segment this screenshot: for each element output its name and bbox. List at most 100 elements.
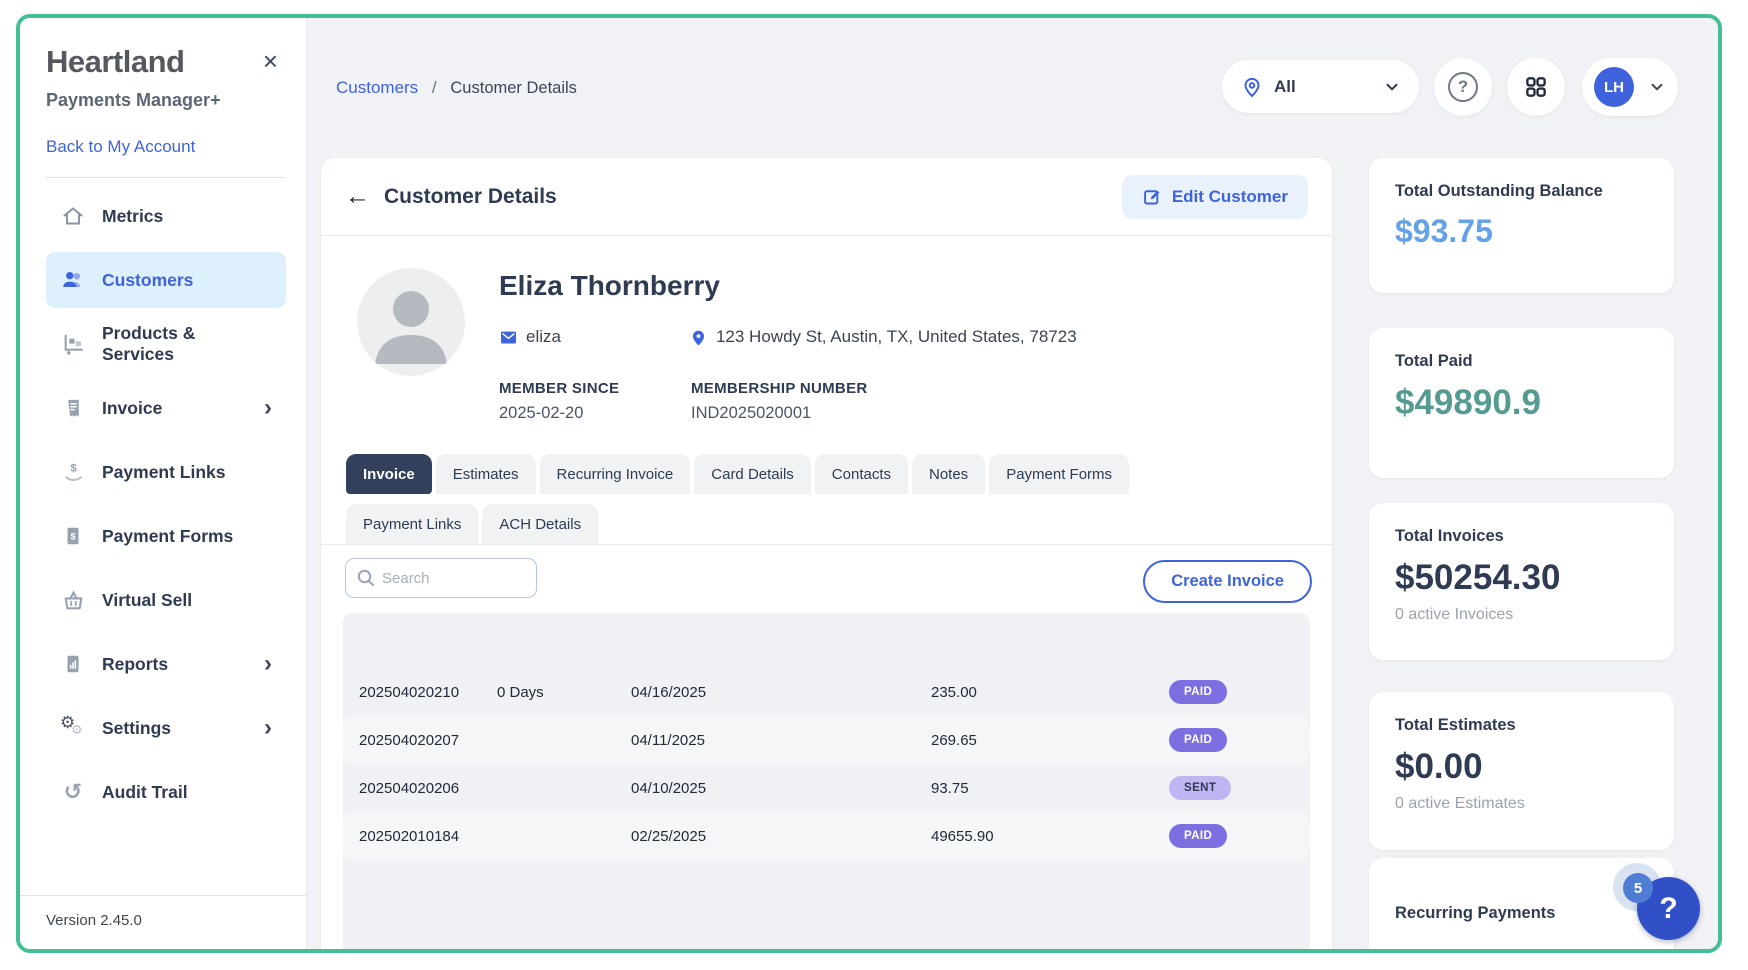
chevron-right-icon: › — [264, 650, 272, 677]
customer-details-card: ← Customer Details Edit Customer Eliza T… — [321, 158, 1332, 949]
invoice-row[interactable]: 202504020206 04/10/2025 93.75 SENT — [343, 764, 1310, 812]
due-date-cell: 04/11/2025 — [631, 731, 705, 749]
sidebar-item-customers[interactable]: Customers — [46, 252, 286, 308]
stat-value: $0.00 — [1395, 747, 1483, 786]
tab-invoice[interactable]: Invoice — [346, 454, 432, 494]
tab-recurring-invoice[interactable]: Recurring Invoice — [539, 454, 691, 494]
tab-ach-details[interactable]: ACH Details — [482, 504, 599, 544]
invoice-row[interactable]: 202502010184 02/25/2025 49655.90 PAID — [343, 812, 1310, 860]
tab-card-details[interactable]: Card Details — [694, 454, 811, 494]
edit-pencil-icon — [1142, 186, 1163, 207]
user-menu[interactable]: LH — [1582, 58, 1678, 116]
help-button[interactable]: ? — [1434, 58, 1492, 116]
payment-term-cell: 0 Days — [497, 683, 544, 701]
invoice-search — [345, 558, 537, 598]
sidebar-item-metrics[interactable]: Metrics — [46, 188, 286, 244]
search-input[interactable] — [345, 558, 537, 598]
customer-address: 123 Howdy St, Austin, TX, United States,… — [689, 327, 1077, 347]
invoice-row[interactable]: 202504020210 0 Days 04/16/2025 235.00 PA… — [343, 668, 1310, 716]
breadcrumb-separator: / — [431, 78, 437, 97]
sidebar-divider — [46, 177, 286, 178]
basket-icon — [60, 587, 86, 613]
status-badge: PAID — [1169, 680, 1228, 704]
sidebar-item-virtual-sell[interactable]: Virtual Sell — [46, 572, 286, 628]
svg-text:$: $ — [70, 462, 77, 474]
stat-label: Recurring Payments — [1395, 904, 1556, 922]
stat-label: Total Paid — [1395, 352, 1473, 370]
sidebar-item-products-services[interactable]: Products & Services — [46, 316, 286, 372]
report-chart-icon — [60, 651, 86, 677]
stat-label: Total Estimates — [1395, 716, 1516, 734]
sidebar-item-label: Products & Services — [102, 323, 196, 364]
sidebar-item-label: Audit Trail — [102, 781, 188, 802]
invoice-number-cell: 202504020207 — [359, 731, 460, 749]
stat-subtext: 0 active Estimates — [1395, 795, 1525, 812]
sidebar: Heartland × Payments Manager+ Back to My… — [20, 18, 307, 949]
customer-email-value: eliza — [526, 327, 561, 346]
product-name: Payments Manager+ — [46, 90, 221, 110]
invoice-table-header: INVOICE NUMBER PAYMENT TERM DUE DATE AMO… — [343, 613, 1310, 949]
amount-due-cell: 93.75 — [931, 779, 969, 797]
search-icon — [354, 566, 378, 590]
stat-value: $93.75 — [1395, 213, 1493, 249]
edit-customer-button[interactable]: Edit Customer — [1121, 174, 1308, 219]
invoice-row[interactable]: 202504020207 04/11/2025 269.65 PAID — [343, 716, 1310, 764]
back-arrow-icon[interactable]: ← — [345, 182, 370, 210]
tab-payment-forms[interactable]: Payment Forms — [989, 454, 1130, 494]
location-filter-dropdown[interactable]: All — [1222, 60, 1419, 113]
tab-estimates[interactable]: Estimates — [435, 454, 536, 494]
create-invoice-button[interactable]: Create Invoice — [1143, 560, 1312, 603]
stat-value: $50254.30 — [1395, 558, 1561, 597]
grid-icon — [1523, 74, 1549, 100]
card-header: ← Customer Details Edit Customer — [321, 158, 1332, 236]
receipt-icon — [60, 395, 86, 421]
invoice-number-cell: 202504020210 — [359, 683, 460, 701]
membership-number-block: MEMBERSHIP NUMBER IND2025020001 — [691, 380, 868, 423]
sidebar-item-reports[interactable]: Reports › — [46, 636, 286, 692]
detail-tabs: Invoice Estimates Recurring Invoice Card… — [346, 454, 1191, 544]
location-pin-filled-icon — [689, 328, 708, 347]
page-title: Customer Details — [384, 184, 557, 208]
customer-name: Eliza Thornberry — [499, 270, 720, 301]
member-since-value: 2025-02-20 — [499, 404, 584, 422]
status-badge: SENT — [1169, 776, 1232, 800]
help-icon: ? — [1448, 72, 1478, 102]
sidebar-nav: Metrics Customers Products & Services In… — [46, 188, 286, 820]
status-badge: PAID — [1169, 728, 1228, 752]
stat-label: Total Outstanding Balance — [1395, 182, 1603, 200]
app-frame: Heartland × Payments Manager+ Back to My… — [16, 14, 1722, 953]
sidebar-item-payment-forms[interactable]: $ Payment Forms — [46, 508, 286, 564]
back-to-account-link[interactable]: Back to My Account — [46, 137, 196, 156]
apps-grid-button[interactable] — [1507, 58, 1565, 116]
version-box: Version 2.45.0 — [20, 895, 306, 949]
svg-text:$: $ — [70, 532, 75, 542]
hand-dollar-icon: $ — [60, 459, 86, 485]
location-pin-icon — [1240, 75, 1264, 99]
sidebar-item-label: Payment Forms — [102, 525, 234, 546]
tab-notes[interactable]: Notes — [912, 454, 986, 494]
member-since-label: MEMBER SINCE — [499, 380, 620, 397]
stat-label: Total Invoices — [1395, 527, 1504, 545]
stat-subtext: 0 active Invoices — [1395, 606, 1514, 623]
users-icon — [60, 267, 86, 293]
content-area: Customers / Customer Details All ? LH — [307, 18, 1718, 949]
sidebar-item-label: Virtual Sell — [102, 589, 193, 610]
sidebar-item-invoice[interactable]: Invoice › — [46, 380, 286, 436]
stat-total-estimates: Total Estimates $0.00 0 active Estimates — [1369, 692, 1674, 850]
location-filter-value: All — [1274, 76, 1296, 96]
stat-total-invoices: Total Invoices $50254.30 0 active Invoic… — [1369, 503, 1674, 660]
chevron-down-icon — [1648, 78, 1666, 96]
sidebar-item-settings[interactable]: ⚙ ⚙ Settings › — [46, 700, 286, 756]
breadcrumb-customers-link[interactable]: Customers — [336, 78, 419, 97]
close-sidebar-icon[interactable]: × — [262, 46, 278, 76]
sidebar-item-label: Metrics — [102, 205, 164, 226]
home-icon — [60, 203, 86, 229]
document-dollar-icon: $ — [60, 523, 86, 549]
tab-payment-links[interactable]: Payment Links — [346, 504, 479, 544]
tab-contacts[interactable]: Contacts — [814, 454, 908, 494]
avatar: LH — [1594, 67, 1634, 107]
tabs-divider — [321, 544, 1332, 545]
sidebar-item-payment-links[interactable]: $ Payment Links — [46, 444, 286, 500]
sidebar-item-audit-trail[interactable]: ↺ Audit Trail — [46, 764, 286, 820]
invoice-number-cell: 202502010184 — [359, 827, 460, 845]
